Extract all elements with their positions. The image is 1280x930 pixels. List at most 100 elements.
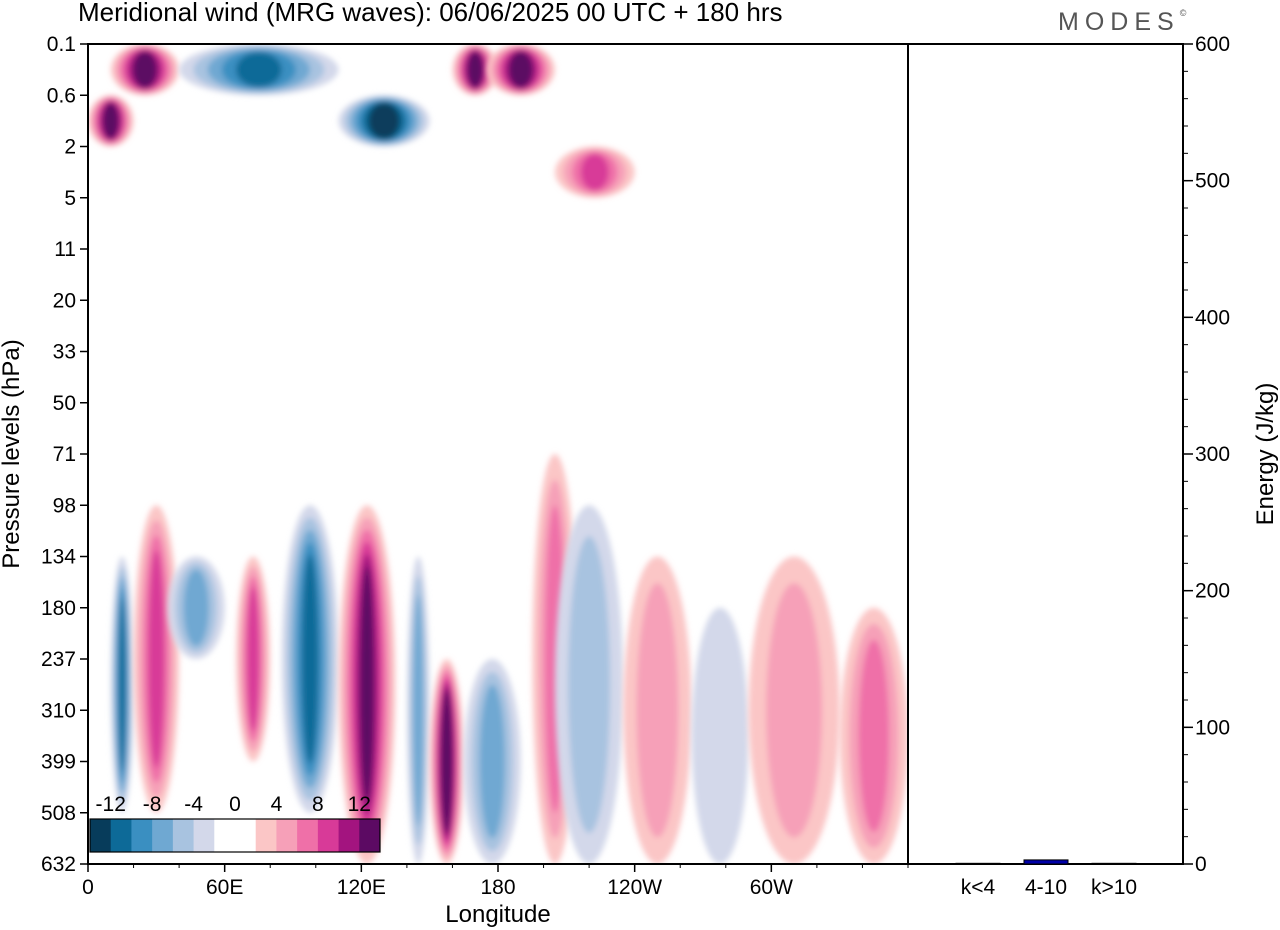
contour-level	[137, 53, 153, 87]
y-tick-label: 50	[53, 392, 76, 415]
contour-level	[443, 695, 451, 828]
y-tick-label: 399	[41, 751, 76, 774]
logo-mark: ©	[1179, 8, 1187, 18]
colorbar-swatch	[255, 819, 277, 852]
logo-text: MODES	[1058, 8, 1180, 36]
contour-level	[247, 586, 260, 732]
chart-title: Meridional wind (MRG waves): 06/06/2025 …	[78, 0, 783, 27]
colorbar-label: 0	[229, 793, 241, 816]
wind-anomaly-positive	[486, 44, 555, 96]
wind-anomaly-positive	[110, 44, 180, 96]
energy-category-label: k>10	[1091, 876, 1137, 899]
wind-anomaly-positive	[452, 44, 498, 96]
colorbar-swatch	[297, 819, 319, 852]
contour-level	[301, 554, 319, 764]
wind-anomaly-positive	[623, 556, 692, 864]
y-tick-label: 11	[54, 238, 76, 261]
contour-level	[374, 104, 394, 138]
colorbar-swatch	[110, 819, 132, 852]
y-tick-label: 71	[53, 443, 76, 466]
energy-x-axis: k<4 4-10 k>10	[961, 876, 1137, 899]
colorbar-swatch	[193, 819, 215, 852]
y-tick-label: 134	[41, 546, 76, 569]
contour-level	[766, 583, 823, 838]
x-tick-label: 120W	[607, 876, 662, 899]
colorbar-swatch	[214, 819, 236, 852]
y-tick-label: 237	[41, 648, 76, 671]
contour-level	[105, 104, 116, 138]
contour-level	[470, 53, 481, 87]
y-tick-label: 508	[41, 802, 76, 825]
colorbar-swatch	[90, 819, 112, 852]
y-tick-label: 180	[41, 597, 76, 620]
x-tick-label: 120E	[337, 876, 386, 899]
colorbar-label: 12	[348, 793, 371, 816]
colorbar-swatch	[338, 819, 360, 852]
colorbar-swatch	[131, 819, 153, 852]
contour-level	[858, 639, 890, 832]
wind-anomaly-negative	[554, 505, 624, 864]
energy-tick-label: 400	[1195, 306, 1230, 329]
wind-anomaly-positive	[133, 505, 180, 813]
contour-level	[413, 594, 424, 826]
wind-anomaly-positive	[338, 505, 396, 864]
contour-level	[118, 597, 126, 772]
contour-level	[513, 53, 528, 87]
wind-anomaly-positive	[554, 146, 635, 198]
wind-anomaly-negative	[406, 556, 430, 864]
x-tick-label: 0	[82, 876, 94, 899]
contour-level	[360, 566, 374, 803]
y-tick-label: 0.1	[47, 33, 76, 56]
wind-anomaly-positive	[88, 95, 134, 147]
wind-anomaly-negative	[167, 556, 225, 659]
x-tick-label: 180	[480, 876, 515, 899]
colorbar-label: 4	[271, 793, 283, 816]
wind-anomaly-negative	[691, 607, 749, 864]
colorbar-swatch	[359, 819, 381, 852]
energy-tick-label: 600	[1195, 33, 1230, 56]
energy-tick-label: 100	[1195, 716, 1230, 739]
contour-level	[148, 550, 165, 768]
energy-bars	[955, 859, 1137, 865]
x-tick-label: 60W	[750, 876, 793, 899]
colorbar-swatch	[172, 819, 195, 852]
energy-y-axis: 0 100 200 300 400 500 600	[1183, 33, 1230, 876]
contour-level	[236, 52, 282, 88]
energy-tick-label: 0	[1195, 853, 1207, 876]
energy-tick-label: 200	[1195, 580, 1230, 603]
colorbar-label: 8	[312, 793, 324, 816]
wind-anomaly-negative	[463, 659, 521, 864]
y-axis-label: Pressure levels (hPa)	[0, 339, 25, 568]
y-tick-label: 98	[53, 494, 76, 517]
y-tick-label: 632	[41, 853, 76, 876]
wind-anomaly-positive	[839, 607, 908, 864]
heatmap-features	[88, 44, 908, 864]
colorbar: -12 -8 -4 0 4 8 12	[89, 793, 381, 853]
wind-anomaly-positive	[748, 556, 840, 864]
x-axis: 0 60E 120E 180 120W 60W	[82, 864, 909, 899]
colorbar-label: -4	[184, 793, 203, 816]
energy-bar	[955, 862, 1001, 865]
contour-level	[691, 607, 749, 864]
x-tick-label: 60E	[206, 876, 243, 899]
energy-category-label: k<4	[961, 876, 996, 899]
energy-bar	[1023, 859, 1069, 865]
contour-level	[580, 154, 609, 191]
y-tick-label: 5	[64, 187, 76, 210]
wind-anomaly-negative	[338, 95, 430, 147]
energy-category-label: 4-10	[1025, 876, 1067, 899]
colorbar-frame	[89, 818, 381, 853]
energy-tick-label: 500	[1195, 170, 1230, 193]
colorbar-swatch	[317, 819, 340, 852]
colorbar-swatch	[276, 819, 298, 852]
colorbar-label: -8	[143, 793, 162, 816]
y-tick-label: 20	[53, 289, 76, 312]
energy-axis-label: Energy (J/kg)	[1252, 383, 1279, 526]
colorbar-swatch	[152, 819, 174, 852]
contour-level	[479, 684, 505, 839]
y-axis: 0.1 0.6 2 5 11 20 33 50 71 98 134 180 237 310 399 508 63…	[41, 33, 88, 876]
wind-anomaly-positive	[236, 556, 271, 762]
energy-tick-label: 300	[1195, 443, 1230, 466]
contour-level	[636, 583, 679, 838]
